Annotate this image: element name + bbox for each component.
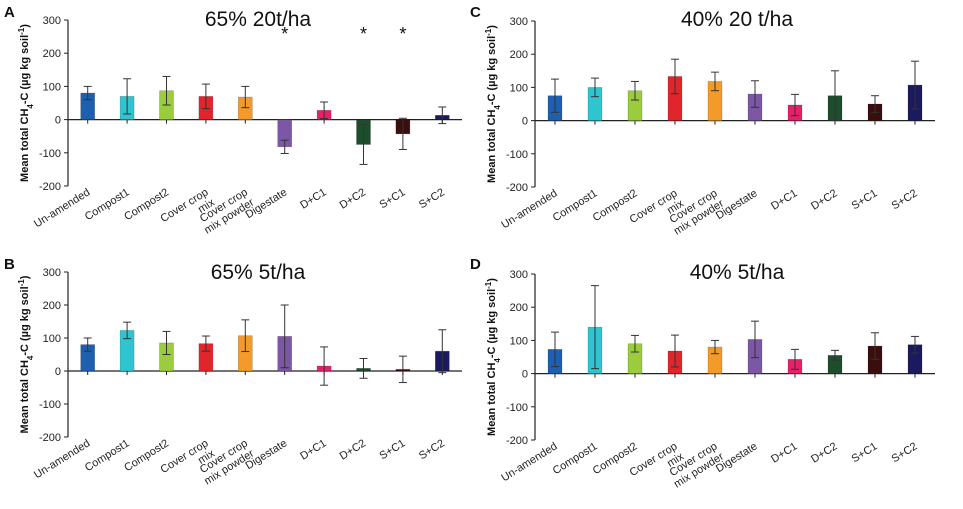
x-tick-label-s-c2: S+C2 bbox=[417, 437, 447, 462]
y-tick-label: 300 bbox=[510, 16, 528, 28]
y-tick-label: 300 bbox=[43, 15, 61, 27]
x-tick-label-d-c1: D+C1 bbox=[769, 187, 799, 212]
y-tick-label: -100 bbox=[506, 402, 528, 414]
x-tick-label-d-c2: D+C2 bbox=[338, 437, 368, 462]
x-tick-label-s-c2: S+C2 bbox=[890, 187, 920, 212]
x-tick-label-d-c2: D+C2 bbox=[338, 186, 368, 211]
y-tick-label: 200 bbox=[43, 300, 61, 312]
panel-b: B 65% 5t/ha Mean total CH4-C (µg kg soil-1… bbox=[4, 256, 462, 488]
x-tick-label-s-c1: S+C1 bbox=[850, 187, 880, 212]
y-tick-label: 100 bbox=[43, 333, 61, 345]
y-tick-label: 200 bbox=[510, 302, 528, 314]
y-tick-label: 0 bbox=[55, 115, 61, 127]
panel-c: C 40% 20 t/ha Mean total CH4-C (µg kg soil… bbox=[470, 4, 935, 238]
panel-title: 40% 20 t/ha bbox=[681, 8, 793, 31]
y-axis-label: Mean total CH4-C (µg kg soil-1) bbox=[484, 25, 502, 183]
y-tick-label: 0 bbox=[55, 366, 61, 378]
x-tick-label-s-c1: S+C1 bbox=[850, 440, 880, 465]
y-tick-label: 100 bbox=[43, 81, 61, 93]
panel-d: D 40% 5t/ha Mean total CH4-C (µg kg soil-1… bbox=[470, 256, 935, 491]
significance-star: * bbox=[360, 24, 367, 44]
y-tick-label: 200 bbox=[43, 48, 61, 60]
x-tick-label-s-c2: S+C2 bbox=[417, 186, 447, 211]
x-tick-label-d-c1: D+C1 bbox=[769, 440, 799, 465]
panel-title: 40% 5t/ha bbox=[690, 261, 785, 284]
y-tick-label: -200 bbox=[39, 181, 61, 193]
panel-letter: B bbox=[4, 256, 15, 273]
y-tick-label: -100 bbox=[506, 149, 528, 161]
x-tick-label-d-c1: D+C1 bbox=[298, 437, 328, 462]
x-tick-label-d-c1: D+C1 bbox=[298, 186, 328, 211]
significance-star: * bbox=[281, 24, 288, 44]
y-axis-label: Mean total CH4-C (µg kg soil-1) bbox=[17, 275, 35, 433]
x-tick-label-s-c1: S+C1 bbox=[378, 186, 408, 211]
x-tick-label-compost1: Compost1 bbox=[551, 440, 600, 477]
y-tick-label: 300 bbox=[43, 267, 61, 279]
y-tick-label: -200 bbox=[39, 432, 61, 444]
x-tick-label-d-c2: D+C2 bbox=[809, 440, 839, 465]
panel-letter: D bbox=[470, 256, 481, 273]
y-axis-label: Mean total CH4-C (µg kg soil-1) bbox=[17, 24, 35, 182]
panel-title: 65% 20t/ha bbox=[205, 8, 312, 31]
panel-title: 65% 5t/ha bbox=[211, 261, 306, 284]
x-tick-label-s-c2: S+C2 bbox=[890, 440, 920, 465]
y-tick-label: -200 bbox=[506, 182, 528, 194]
y-tick-label: 0 bbox=[522, 116, 528, 128]
significance-star: * bbox=[399, 24, 406, 44]
y-axis-label: Mean total CH4-C (µg kg soil-1) bbox=[484, 278, 502, 436]
y-tick-label: -100 bbox=[39, 148, 61, 160]
panel-letter: C bbox=[470, 4, 481, 21]
y-tick-label: 100 bbox=[510, 335, 528, 347]
y-tick-label: -200 bbox=[506, 435, 528, 447]
y-tick-label: 200 bbox=[510, 49, 528, 61]
panel-a: A 65% 20t/ha Mean total CH4-C (µg kg soil-… bbox=[4, 4, 462, 237]
panel-letter: A bbox=[4, 4, 15, 21]
y-tick-label: -100 bbox=[39, 399, 61, 411]
y-tick-label: 100 bbox=[510, 82, 528, 94]
x-tick-label-s-c1: S+C1 bbox=[378, 437, 408, 462]
x-tick-label-compost1: Compost1 bbox=[551, 187, 600, 224]
y-tick-label: 300 bbox=[510, 269, 528, 281]
y-tick-label: 0 bbox=[522, 369, 528, 381]
x-tick-label-d-c2: D+C2 bbox=[809, 187, 839, 212]
